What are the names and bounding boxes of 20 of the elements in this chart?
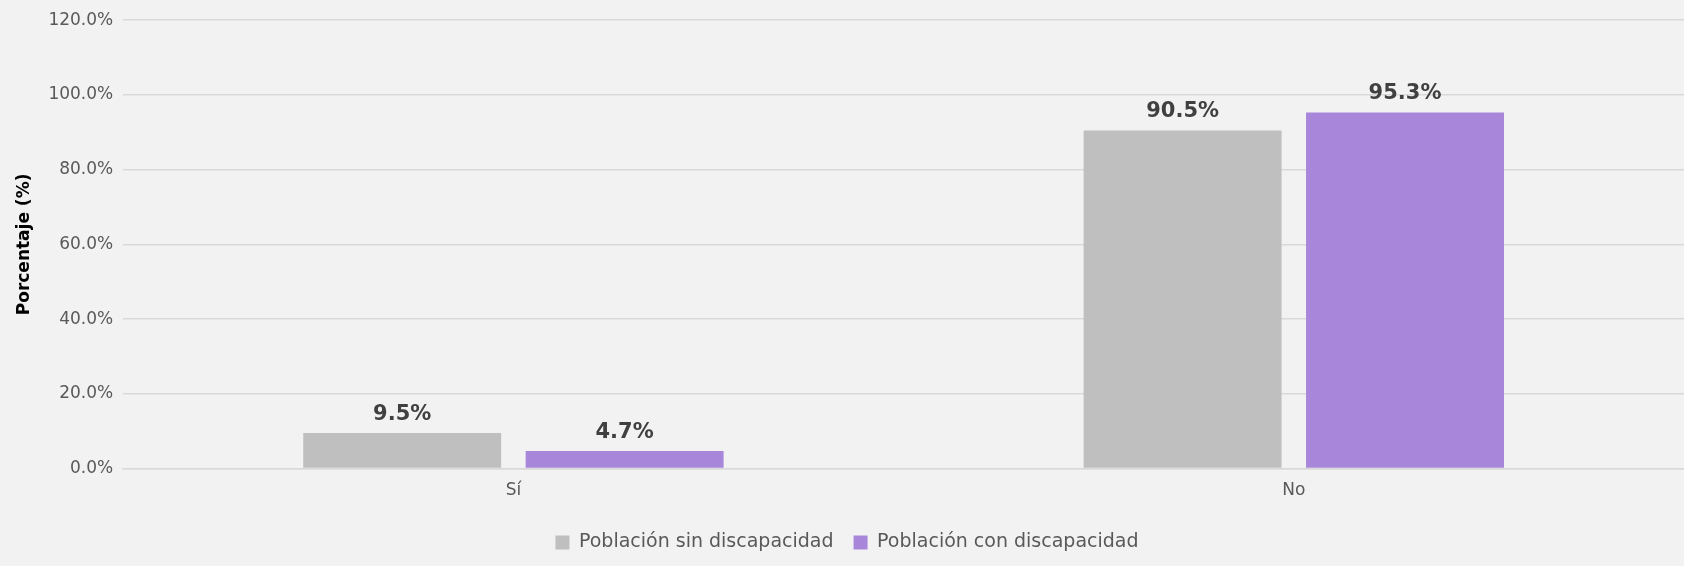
y-axis-title: Porcentaje (%): [12, 173, 33, 316]
data-label: 4.7%: [595, 418, 654, 443]
legend-label: Población sin discapacidad: [578, 529, 834, 552]
y-tick-label: 100.0%: [48, 83, 114, 104]
data-label: 90.5%: [1146, 98, 1220, 123]
y-tick-label: 20.0%: [59, 382, 114, 403]
bar: [525, 451, 724, 468]
x-tick-label: Sí: [505, 479, 523, 500]
legend-label: Población con discapacidad: [877, 529, 1139, 552]
y-tick-label: 80.0%: [59, 158, 114, 179]
bar: [303, 433, 502, 468]
x-tick-label: No: [1282, 479, 1306, 500]
bar: [1306, 112, 1504, 468]
y-tick-label: 0.0%: [70, 457, 114, 478]
data-label: 95.3%: [1368, 80, 1442, 105]
y-tick-label: 60.0%: [59, 232, 114, 253]
bar: [1083, 130, 1282, 468]
y-tick-label: 40.0%: [59, 307, 114, 328]
data-label: 9.5%: [373, 401, 432, 426]
y-tick-label: 120.0%: [48, 8, 114, 29]
